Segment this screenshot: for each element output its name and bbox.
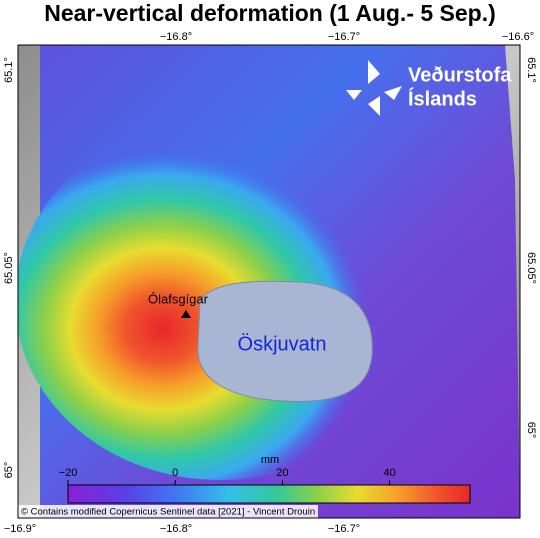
lon-label: −16.6° (502, 31, 534, 43)
map-area (18, 45, 520, 518)
colorbar-ramp (67, 484, 471, 504)
logo-text: Íslands (408, 87, 477, 110)
lat-label: 65.1° (3, 57, 15, 83)
colorbar-tick-label: 0 (172, 467, 178, 479)
lon-label: −16.7° (328, 523, 360, 535)
colorbar-unit: mm (261, 454, 279, 466)
credit: © Contains modified Copernicus Sentinel … (21, 507, 315, 518)
colorbar-tick-label: −20 (59, 467, 78, 479)
credit-bg (18, 505, 318, 518)
lat-label: 65.05° (525, 252, 537, 284)
lat-label: 65° (3, 462, 15, 479)
lon-label: −16.7° (328, 31, 360, 43)
lake (197, 280, 373, 403)
logo: Veðurstofa Íslands (346, 60, 512, 116)
lon-label: −16.8° (160, 31, 192, 43)
lat-label: 65.05° (3, 252, 15, 284)
crater-marker (181, 310, 191, 318)
lat-label: 65.1° (525, 57, 537, 83)
colorbar-tick-label: 20 (276, 467, 288, 479)
lat-label: 65° (525, 422, 537, 439)
lon-label: −16.8° (160, 523, 192, 535)
colorbar-tick-label: 40 (383, 467, 395, 479)
lon-label: −16.9° (4, 523, 36, 535)
logo-mark (346, 60, 402, 116)
lake-label: Öskjuvatn (238, 333, 327, 355)
colorbar: mm −20 0 20 40 (59, 454, 471, 504)
place-label: Ólafsgígar (148, 291, 209, 306)
frame (17, 44, 521, 519)
title: Near-vertical deformation (1 Aug.- 5 Sep… (44, 0, 496, 26)
logo-text: Veðurstofa (408, 64, 512, 86)
